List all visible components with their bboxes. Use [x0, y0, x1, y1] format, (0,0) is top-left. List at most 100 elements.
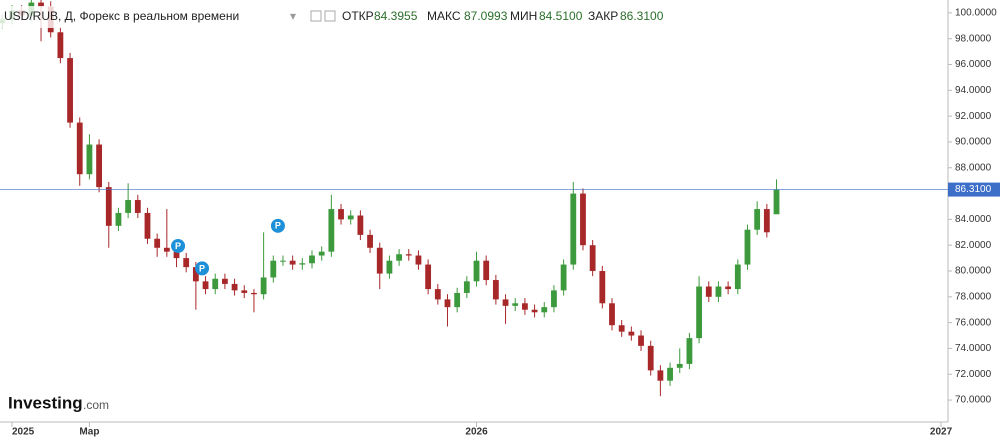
candle-body: [502, 299, 509, 306]
candle-body: [154, 238, 161, 248]
close-label: ЗАКР: [588, 9, 618, 23]
candle-body: [144, 212, 151, 239]
x-tick-label: 2026: [465, 427, 488, 438]
close-value: 86.3100: [620, 9, 664, 23]
candle-body: [434, 289, 441, 300]
candle-body: [96, 144, 102, 188]
annotation-marker: [195, 261, 210, 276]
y-tick-label: 88.0000: [955, 162, 992, 173]
candle-body: [734, 264, 741, 290]
low-value: 84.5100: [539, 9, 583, 23]
candle-body: [483, 260, 490, 281]
y-tick-label: 82.0000: [955, 240, 992, 251]
candle-body: [551, 290, 557, 308]
candle-body: [454, 292, 461, 308]
candle-body: [222, 278, 228, 284]
annotation-marker: [270, 218, 285, 233]
candle-body: [492, 280, 499, 300]
candle-body: [86, 144, 93, 175]
candle-body: [522, 303, 528, 310]
high-value: 87.0993: [464, 9, 508, 23]
candle-body: [599, 271, 606, 304]
candle-body: [531, 309, 538, 313]
candle-body: [570, 193, 577, 265]
y-tick-label: 96.0000: [955, 59, 992, 70]
candle-body: [580, 193, 586, 246]
candle-body: [715, 286, 722, 297]
candle-body: [463, 281, 470, 293]
y-tick-label: 100.0000: [955, 8, 997, 19]
annotation-label: P: [275, 221, 281, 231]
high-label: МАКС: [427, 9, 461, 23]
open-value: 84.3955: [374, 9, 418, 23]
candle-body: [338, 209, 344, 220]
candle-body: [299, 263, 306, 265]
candle-body: [647, 345, 654, 371]
y-tick-label: 78.0000: [955, 291, 992, 302]
annotation-label: P: [199, 263, 205, 273]
open-label: ОТКР: [342, 9, 374, 23]
candle-body: [725, 286, 732, 290]
candle-body: [405, 254, 412, 256]
candle-body: [609, 303, 615, 326]
price-label: 86.3100: [955, 184, 992, 195]
chart-title: USD/RUB, Д, Форекс в реальном времени: [4, 9, 239, 23]
dropdown-caret[interactable]: ▾: [290, 9, 296, 23]
candle-body: [367, 234, 373, 248]
y-tick-label: 84.0000: [955, 214, 992, 225]
candle-body: [328, 209, 335, 252]
candle-body: [192, 267, 199, 282]
low-label: МИН: [510, 9, 537, 23]
x-tick-label: 2025: [12, 427, 35, 438]
y-tick-label: 92.0000: [955, 111, 992, 122]
candle-body: [115, 212, 122, 226]
candle-body: [512, 303, 519, 306]
y-tick-label: 74.0000: [955, 343, 992, 354]
candle-body: [705, 286, 712, 297]
candle-body: [231, 283, 238, 291]
close-icon[interactable]: [324, 10, 336, 22]
candle-body: [444, 299, 451, 308]
candle-body: [541, 307, 548, 313]
candle-body: [289, 260, 296, 265]
y-tick-label: 76.0000: [955, 317, 992, 328]
candle-body: [686, 338, 693, 364]
candle-body: [473, 260, 480, 282]
candle-body: [241, 290, 248, 293]
candle-body: [744, 229, 751, 265]
candle-body: [202, 281, 209, 290]
candle-body: [667, 367, 673, 381]
y-tick-label: 72.0000: [955, 369, 992, 380]
candle-body: [628, 331, 635, 336]
header-bg: [0, 6, 640, 28]
annotation-label: P: [175, 241, 181, 251]
price-label-bg: [948, 182, 1000, 197]
candle-body: [67, 58, 73, 123]
y-tick-label: 90.0000: [955, 137, 992, 148]
y-tick-label: 94.0000: [955, 85, 992, 96]
settings-icon[interactable]: [310, 10, 322, 22]
x-tick-label: Мар: [79, 427, 99, 438]
candle-body: [676, 363, 683, 368]
y-tick-label: 80.0000: [955, 266, 992, 277]
candle-body: [357, 215, 364, 235]
candle-body: [57, 32, 64, 59]
candle-body: [560, 264, 567, 291]
candle-body: [386, 260, 393, 274]
candle-body: [280, 260, 286, 262]
candle-body: [657, 370, 664, 381]
candle-body: [134, 200, 141, 213]
candle-body: [212, 278, 219, 290]
candle-body: [309, 255, 315, 264]
candle-body: [415, 255, 422, 265]
y-tick-label: 98.0000: [955, 33, 992, 44]
candle-body: [638, 335, 644, 346]
candle-body: [347, 215, 354, 220]
candle-body: [696, 286, 702, 339]
annotation-marker: [171, 238, 186, 253]
candle-body: [38, 2, 44, 7]
candle-body: [270, 260, 277, 278]
candle-body: [318, 251, 325, 256]
